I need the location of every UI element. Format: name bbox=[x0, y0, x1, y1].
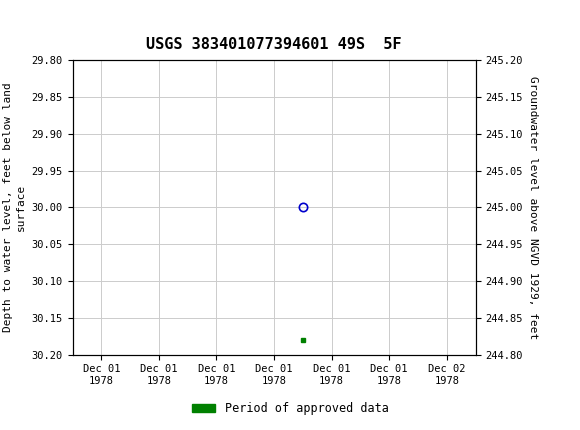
Y-axis label: Depth to water level, feet below land
surface: Depth to water level, feet below land su… bbox=[3, 83, 26, 332]
Y-axis label: Groundwater level above NGVD 1929, feet: Groundwater level above NGVD 1929, feet bbox=[528, 76, 538, 339]
Title: USGS 383401077394601 49S  5F: USGS 383401077394601 49S 5F bbox=[146, 37, 402, 52]
Text: USGS: USGS bbox=[52, 9, 137, 37]
Legend: Period of approved data: Period of approved data bbox=[187, 397, 393, 420]
